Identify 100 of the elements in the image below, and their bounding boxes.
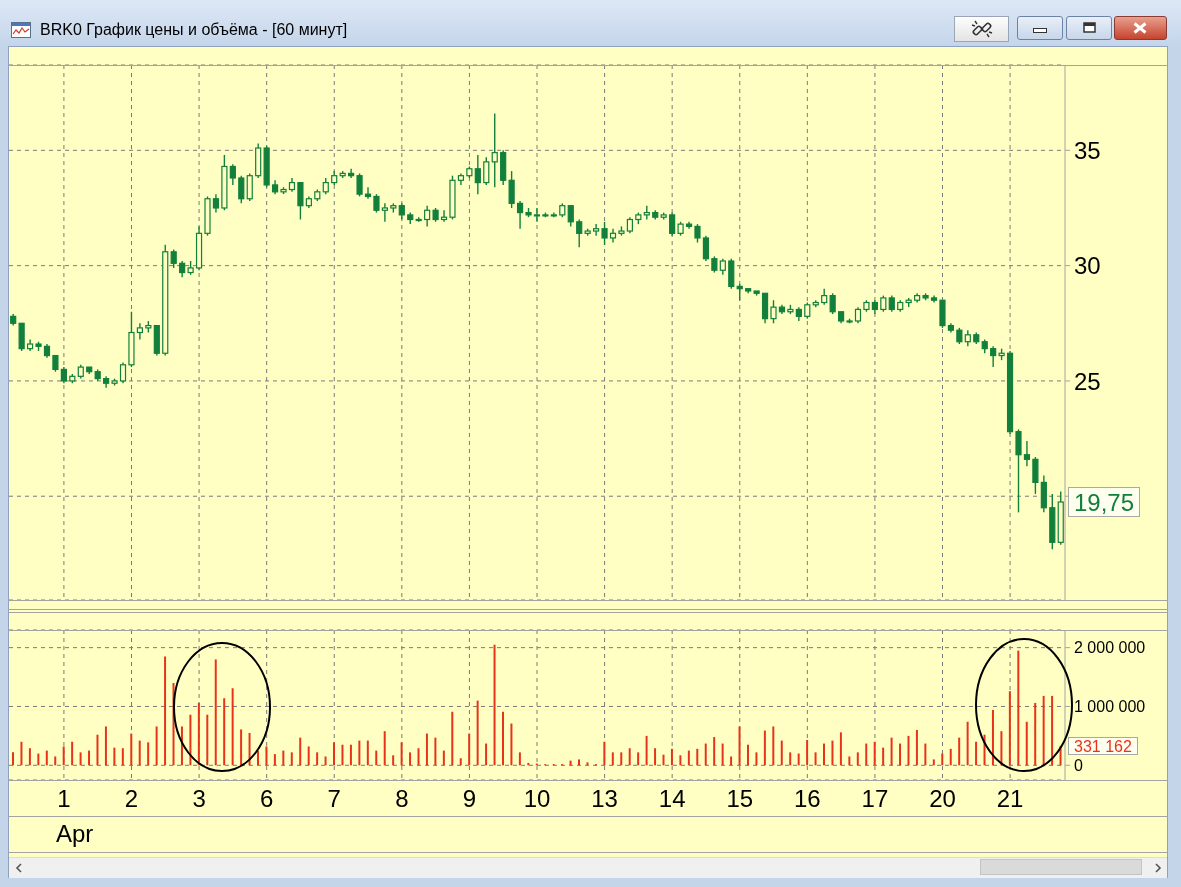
- candlestick: [229, 163, 236, 186]
- candlestick: [364, 186, 372, 200]
- bar: [341, 744, 344, 766]
- bar: [772, 726, 775, 766]
- x-tick-label: 1: [57, 785, 71, 812]
- bar: [265, 746, 268, 766]
- bar: [138, 740, 141, 766]
- bar: [890, 737, 893, 766]
- bar: [1000, 731, 1003, 766]
- bar: [366, 740, 369, 766]
- bar: [417, 748, 420, 766]
- x-tick-label: 15: [726, 785, 754, 812]
- bar: [333, 742, 336, 766]
- bar: [1042, 695, 1045, 766]
- bar: [409, 752, 412, 766]
- bar: [865, 743, 868, 766]
- bar: [37, 753, 40, 766]
- y-tick-label: 25: [1074, 367, 1101, 395]
- bar: [882, 747, 885, 766]
- candlestick: [694, 223, 701, 244]
- bar: [721, 743, 724, 766]
- x-tick-label: 16: [793, 785, 821, 812]
- bar: [28, 748, 31, 766]
- bar: [831, 740, 834, 766]
- candlestick: [119, 361, 127, 384]
- bar: [873, 741, 876, 766]
- bar: [155, 726, 158, 766]
- bar: [780, 740, 783, 766]
- bar: [197, 702, 200, 766]
- bar: [383, 731, 386, 766]
- bar: [240, 729, 243, 766]
- candlestick: [381, 202, 388, 223]
- bar: [273, 754, 276, 766]
- bar: [468, 733, 471, 766]
- candlestick: [770, 299, 777, 324]
- bar: [907, 735, 910, 766]
- bar: [121, 748, 124, 766]
- bar: [789, 752, 792, 766]
- x-tick-label: 6: [259, 785, 274, 812]
- bar: [586, 762, 589, 766]
- candlestick: [1015, 428, 1022, 514]
- candlestick: [601, 221, 608, 246]
- bar: [324, 756, 327, 766]
- candlestick: [702, 234, 710, 262]
- y-tick-label: 0: [1074, 757, 1083, 775]
- x-tick-label: 17: [861, 785, 889, 812]
- text: 19,75: [1068, 486, 1141, 517]
- chart-title: BRK0 График цены и объёма - [60 минут]: [40, 20, 348, 40]
- bar: [434, 737, 437, 766]
- candlestick: [533, 207, 541, 223]
- bar: [763, 730, 766, 766]
- candlestick: [348, 168, 355, 179]
- bar: [611, 752, 614, 766]
- bar: [856, 752, 859, 766]
- bar: [1008, 691, 1011, 766]
- candlestick: [669, 211, 676, 237]
- candlestick: [1032, 456, 1039, 495]
- candlestick: [297, 181, 304, 221]
- bar: [755, 752, 758, 766]
- x-tick-label: 14: [658, 785, 686, 812]
- y-tick-label: 35: [1074, 136, 1101, 164]
- bar: [1025, 721, 1028, 766]
- bar: [425, 733, 428, 766]
- bar: [485, 743, 488, 766]
- candlestick: [990, 345, 997, 368]
- y-tick-label: 2 000 000: [1074, 639, 1146, 657]
- y-tick-label: 1 000 000: [1074, 698, 1146, 716]
- candlestick: [567, 204, 574, 228]
- candlestick: [238, 174, 245, 205]
- bar: [113, 747, 116, 766]
- bar: [349, 744, 352, 766]
- bar: [941, 753, 944, 766]
- x-tick-label: 9: [462, 785, 477, 812]
- candlestick: [373, 193, 380, 214]
- bar: [578, 759, 581, 766]
- bar: [991, 710, 994, 766]
- bar: [147, 742, 150, 766]
- candlestick: [516, 200, 524, 230]
- bar: [704, 743, 707, 766]
- candlestick: [356, 172, 363, 198]
- bar: [282, 750, 285, 766]
- bar: [645, 735, 648, 766]
- bar: [915, 730, 918, 766]
- bar: [223, 698, 226, 766]
- candlestick: [170, 248, 177, 269]
- bar: [104, 726, 107, 766]
- bar: [839, 732, 842, 766]
- bar: [1051, 695, 1054, 766]
- x-tick-label: 20: [929, 785, 956, 812]
- bar: [848, 756, 851, 766]
- bar: [79, 752, 82, 766]
- x-tick-label: 8: [395, 785, 409, 812]
- candlestick: [424, 204, 431, 228]
- bar: [958, 737, 961, 766]
- bar: [746, 744, 749, 766]
- bar: [975, 741, 978, 766]
- candlestick: [508, 170, 515, 209]
- bar: [12, 752, 14, 766]
- bar: [96, 734, 99, 766]
- bar: [88, 750, 91, 766]
